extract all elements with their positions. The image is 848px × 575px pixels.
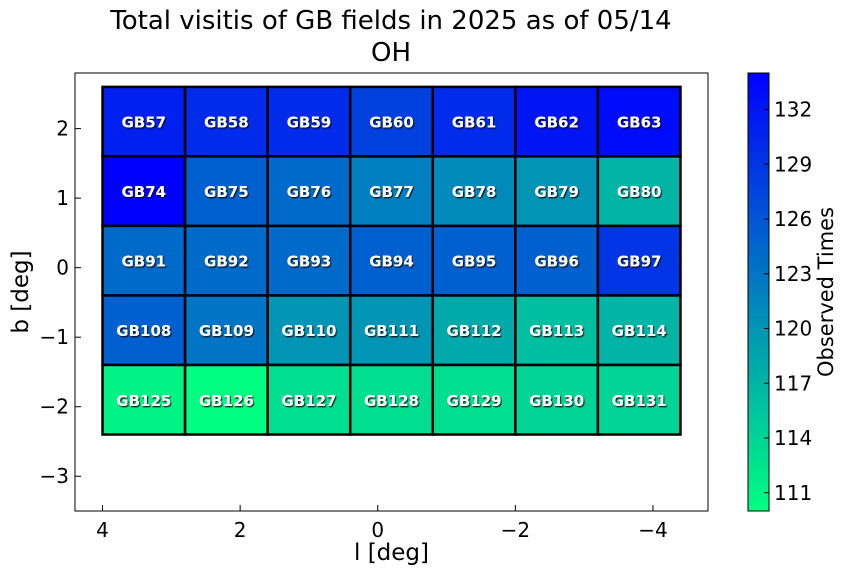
heatmap-cell-gb126	[183, 363, 269, 436]
chart-subtitle: OH	[370, 38, 411, 68]
heatmap-cell-gb79	[514, 155, 600, 228]
colorbar-tick-label: 111	[774, 481, 812, 505]
heatmap-cell-gb80	[596, 155, 682, 228]
cell-label-gb110: GB110	[281, 322, 336, 340]
colorbar-tick-label: 114	[774, 426, 812, 450]
heatmap-cell-gb128	[348, 363, 435, 436]
cell-label-gb63: GB63	[617, 114, 662, 132]
cell-label-gb74: GB74	[121, 183, 166, 201]
heatmap-cell-gb125	[101, 363, 187, 436]
cell-label-gb97: GB97	[617, 253, 662, 271]
y-tick-label: 0	[56, 256, 69, 280]
heatmap-cell-gb127	[266, 363, 352, 436]
cell-label-gb96: GB96	[534, 253, 579, 271]
cell-label-gb62: GB62	[534, 114, 579, 132]
cell-label-gb109: GB109	[199, 322, 254, 340]
cell-label-gb130: GB130	[529, 392, 584, 410]
colorbar-label: Observed Times	[814, 207, 838, 377]
x-tick-label: 2	[234, 518, 247, 542]
heatmap-cell-gb110	[266, 294, 352, 367]
heatmap-cell-gb129	[431, 363, 517, 436]
cell-label-gb126: GB126	[199, 392, 254, 410]
heatmap-cell-gb94	[348, 224, 435, 297]
cell-label-gb128: GB128	[364, 392, 419, 410]
cell-label-gb114: GB114	[612, 322, 667, 340]
cell-label-gb92: GB92	[204, 253, 249, 271]
heatmap-cell-gb131	[596, 363, 682, 436]
cell-label-gb131: GB131	[612, 392, 667, 410]
colorbar-tick-label: 126	[774, 207, 812, 231]
x-axis-label: l [deg]	[354, 540, 429, 566]
y-tick-label: 2	[56, 117, 69, 141]
heatmap-cell-gb61	[431, 85, 517, 158]
colorbar	[747, 72, 770, 512]
cell-label-gb94: GB94	[369, 253, 414, 271]
cell-label-gb127: GB127	[281, 392, 336, 410]
heatmap-cell-gb63	[596, 85, 682, 158]
plot-frame	[74, 72, 709, 512]
x-tick-label: 4	[96, 518, 109, 542]
x-tick-label: 0	[371, 518, 384, 542]
y-tick-label: −3	[40, 464, 69, 488]
cell-label-gb61: GB61	[452, 114, 497, 132]
colorbar-tick-label: 117	[774, 371, 812, 395]
heatmap-cell-gb76	[266, 155, 352, 228]
colorbar-tick-label: 120	[774, 317, 812, 341]
heatmap-cell-gb113	[514, 294, 600, 367]
heatmap-cell-gb97	[596, 224, 682, 297]
x-tick-label: −2	[501, 518, 530, 542]
cell-label-gb108: GB108	[116, 322, 171, 340]
cell-label-gb57: GB57	[121, 114, 166, 132]
cell-label-gb60: GB60	[369, 114, 414, 132]
heatmap-cell-gb78	[431, 155, 517, 228]
cell-label-gb93: GB93	[287, 253, 332, 271]
colorbar-tick-label: 129	[774, 152, 812, 176]
cell-label-gb113: GB113	[529, 322, 584, 340]
heatmap-cell-gb74	[101, 155, 187, 228]
cell-label-gb78: GB78	[452, 183, 497, 201]
cell-label-gb77: GB77	[369, 183, 414, 201]
colorbar-tick-label: 123	[774, 262, 812, 286]
y-tick-label: −1	[40, 325, 69, 349]
cell-label-gb59: GB59	[287, 114, 332, 132]
cell-label-gb111: GB111	[364, 322, 419, 340]
colorbar-tick-label: 132	[774, 98, 812, 122]
heatmap-cell-gb114	[596, 294, 682, 367]
cell-label-gb79: GB79	[534, 183, 579, 201]
cell-label-gb112: GB112	[447, 322, 502, 340]
cell-label-gb76: GB76	[287, 183, 332, 201]
cell-label-gb95: GB95	[452, 253, 497, 271]
cell-label-gb129: GB129	[447, 392, 502, 410]
cell-label-gb75: GB75	[204, 183, 249, 201]
y-tick-label: 1	[56, 186, 69, 210]
heatmap-cell-gb109	[183, 294, 269, 367]
cell-label-gb125: GB125	[116, 392, 171, 410]
y-tick-label: −2	[40, 395, 69, 419]
cell-label-gb80: GB80	[617, 183, 662, 201]
chart-title: Total visitis of GB fields in 2025 as of…	[110, 6, 672, 36]
heatmap-cell-gb62	[514, 85, 600, 158]
cell-label-gb58: GB58	[204, 114, 249, 132]
x-tick-label: −4	[638, 518, 667, 542]
heatmap-cell-gb93	[266, 224, 352, 297]
y-axis-label: b [deg]	[8, 250, 34, 333]
cell-label-gb91: GB91	[121, 253, 166, 271]
